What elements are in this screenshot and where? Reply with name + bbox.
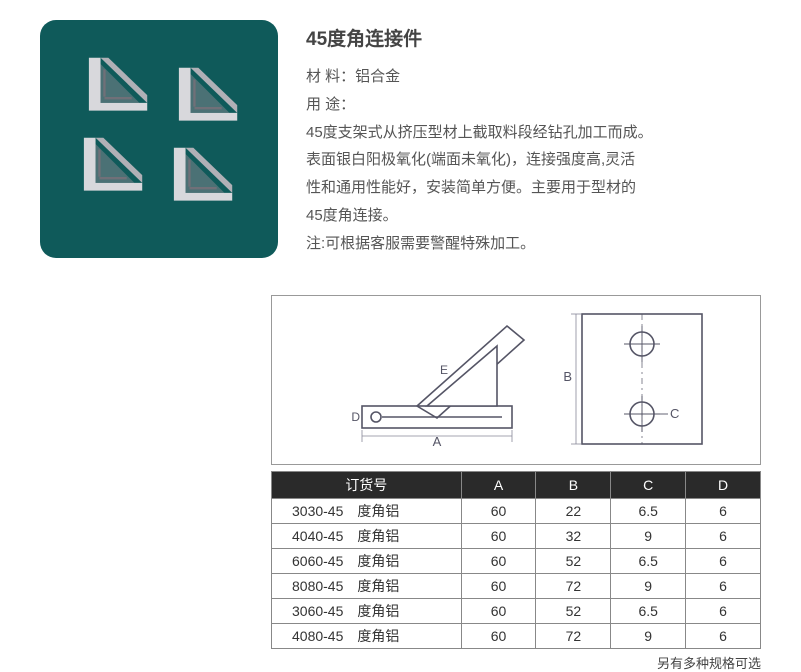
table-row: 6060-45 度角铝60526.56 [272, 549, 761, 574]
cell-d: 6 [686, 574, 761, 599]
cell-b: 22 [536, 499, 611, 524]
desc-line: 45度角连接。 [306, 202, 761, 230]
dim-label-e: E [440, 363, 448, 377]
cell-c: 6.5 [611, 499, 686, 524]
bracket-icon [165, 140, 245, 210]
description-block: 45度角连接件 材 料：铝合金 用 途： 45度支架式从挤压型材上截取料段经钻孔… [306, 20, 761, 258]
cell-b: 32 [536, 524, 611, 549]
table-row: 4080-45 度角铝607296 [272, 624, 761, 649]
cell-b: 52 [536, 599, 611, 624]
table-row: 8080-45 度角铝607296 [272, 574, 761, 599]
bracket-icon [80, 50, 160, 120]
technical-diagram: A D E B C [271, 295, 761, 465]
desc-line: 表面银白阳极氧化(端面未氧化)，连接强度高,灵活 [306, 146, 761, 174]
product-photo [40, 20, 278, 258]
desc-line: 性和通用性能好，安装简单方便。主要用于型材的 [306, 174, 761, 202]
cell-d: 6 [686, 499, 761, 524]
table-row: 4040-45 度角铝603296 [272, 524, 761, 549]
table-row: 3030-45 度角铝60226.56 [272, 499, 761, 524]
desc-line: 45度支架式从挤压型材上截取料段经钻孔加工而成。 [306, 119, 761, 147]
cell-d: 6 [686, 524, 761, 549]
cell-c: 6.5 [611, 599, 686, 624]
cell-order: 4040-45 度角铝 [272, 524, 462, 549]
cell-c: 6.5 [611, 549, 686, 574]
cell-b: 52 [536, 549, 611, 574]
dim-label-c: C [670, 406, 679, 421]
material-line: 材 料：铝合金 [306, 63, 761, 91]
cell-d: 6 [686, 599, 761, 624]
cell-b: 72 [536, 574, 611, 599]
desc-line: 注:可根据客服需要警醒特殊加工。 [306, 230, 761, 258]
product-title: 45度角连接件 [306, 22, 761, 57]
cell-d: 6 [686, 624, 761, 649]
cell-c: 9 [611, 524, 686, 549]
usage-label: 用 途： [306, 91, 761, 119]
cell-a: 60 [461, 574, 536, 599]
th-order: 订货号 [272, 472, 462, 499]
dim-label-d: D [351, 410, 360, 424]
cell-a: 60 [461, 524, 536, 549]
cell-a: 60 [461, 499, 536, 524]
bracket-icon [170, 60, 250, 130]
cell-b: 72 [536, 624, 611, 649]
cell-order: 3030-45 度角铝 [272, 499, 462, 524]
th-d: D [686, 472, 761, 499]
cell-a: 60 [461, 599, 536, 624]
th-b: B [536, 472, 611, 499]
cell-c: 9 [611, 574, 686, 599]
th-a: A [461, 472, 536, 499]
cell-a: 60 [461, 549, 536, 574]
cell-a: 60 [461, 624, 536, 649]
cell-order: 8080-45 度角铝 [272, 574, 462, 599]
cell-d: 6 [686, 549, 761, 574]
cell-order: 6060-45 度角铝 [272, 549, 462, 574]
th-c: C [611, 472, 686, 499]
cell-order: 4080-45 度角铝 [272, 624, 462, 649]
spec-table: 订货号 A B C D 3030-45 度角铝60226.564040-45 度… [271, 471, 761, 649]
cell-c: 9 [611, 624, 686, 649]
cell-order: 3060-45 度角铝 [272, 599, 462, 624]
dim-label-b: B [563, 369, 572, 384]
footnote: 另有多种规格可选 [271, 653, 761, 672]
table-row: 3060-45 度角铝60526.56 [272, 599, 761, 624]
bracket-icon [75, 130, 155, 200]
